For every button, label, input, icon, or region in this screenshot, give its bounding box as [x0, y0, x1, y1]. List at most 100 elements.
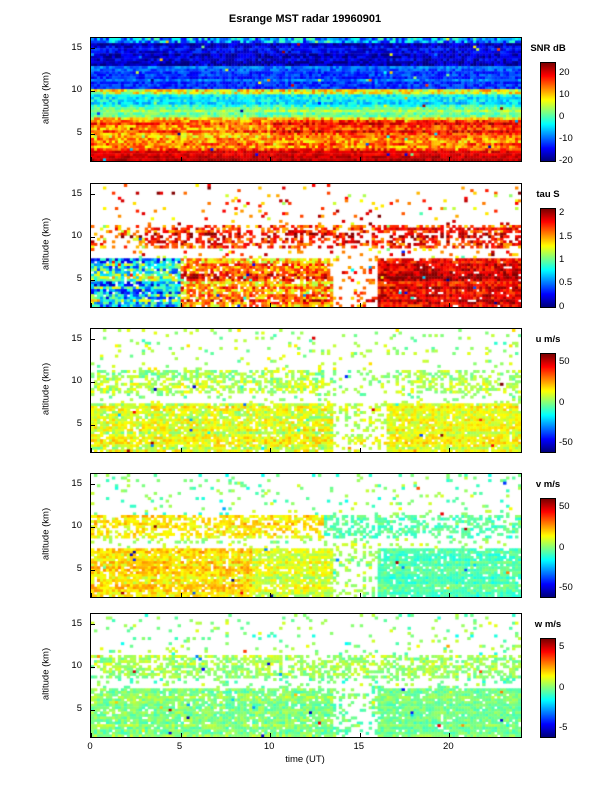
x-tick-mark [270, 157, 272, 161]
y-tick-labels: 5 10 15 [60, 183, 86, 306]
y-axis-label: altitude (km) [40, 647, 52, 701]
x-tick-mark [270, 733, 272, 737]
colorbar-tick-label: 1.5 [559, 230, 573, 242]
x-tick-mark [449, 448, 451, 452]
y-tick-mark [91, 194, 95, 196]
colorbar-tick-label: 0 [559, 396, 565, 408]
heatmap-canvas-u [91, 329, 521, 452]
colorbar-snr [540, 62, 556, 162]
y-tick-mark [91, 133, 95, 135]
colorbar-w [540, 638, 556, 738]
y-tick-mark [91, 279, 95, 281]
x-tick-mark [359, 448, 361, 452]
colorbar-tick-label: 2 [559, 207, 565, 219]
x-tick-mark [91, 303, 92, 307]
x-tick-label: 0 [87, 741, 93, 752]
y-tick-label: 15 [71, 41, 82, 53]
y-tick-mark [91, 339, 95, 341]
y-tick-label: 10 [71, 520, 82, 532]
x-tick-mark [359, 157, 361, 161]
x-tick-mark [91, 448, 92, 452]
colorbar-tick-labels: 50 0 -50 [559, 498, 599, 596]
y-tick-label: 5 [76, 418, 82, 430]
heatmap-canvas-v [91, 474, 521, 597]
y-tick-label: 15 [71, 332, 82, 344]
heatmap-tau [90, 183, 522, 308]
x-tick-mark [270, 448, 272, 452]
y-tick-labels: 5 10 15 [60, 613, 86, 736]
x-tick-mark [91, 157, 92, 161]
y-tick-mark [91, 48, 95, 50]
y-tick-labels: 5 10 15 [60, 328, 86, 451]
panel-v: altitude (km) 5 10 15 v m/s 50 0 -50 [0, 473, 612, 631]
panel-w: altitude (km) 5 10 15 w m/s 5 0 -5 0 5 10 15 20 … [0, 613, 612, 771]
colorbar-tick-labels: 20 10 0 -10 -20 [559, 62, 599, 165]
y-axis-label: altitude (km) [40, 217, 52, 271]
colorbar-title-tau: tau S [536, 189, 560, 200]
colorbar-tick-label: 20 [559, 67, 570, 79]
y-axis-label: altitude (km) [40, 71, 52, 125]
x-tick-mark [359, 303, 361, 307]
colorbar-tick-label: -50 [559, 582, 573, 594]
x-tick-mark [359, 593, 361, 597]
y-axis-label: altitude (km) [40, 507, 52, 561]
x-tick-labels: 0 5 10 15 20 [87, 741, 520, 753]
x-tick-mark [359, 733, 361, 737]
panel-tau: altitude (km) 5 10 15 tau S 2 1.5 1 0.5 0 [0, 183, 612, 341]
colorbar-tick-label: -5 [559, 722, 568, 734]
colorbar-tick-label: 0 [559, 541, 565, 553]
colorbar-tick-label: 5 [559, 640, 565, 652]
y-tick-mark [91, 624, 95, 626]
x-tick-mark [180, 733, 182, 737]
x-tick-mark [270, 303, 272, 307]
y-tick-label: 15 [71, 617, 82, 629]
x-tick-mark [180, 448, 182, 452]
heatmap-u [90, 328, 522, 453]
x-tick-label: 5 [176, 741, 183, 752]
colorbar-tick-label: -50 [559, 437, 573, 449]
colorbar-tick-label: 0 [559, 681, 565, 693]
x-tick-label: 10 [263, 741, 275, 752]
y-tick-label: 15 [71, 477, 82, 489]
colorbar-tau [540, 208, 556, 308]
x-tick-label: 15 [353, 741, 365, 752]
heatmap-v [90, 473, 522, 598]
colorbar-tick-label: 0 [559, 110, 565, 122]
y-tick-label: 10 [71, 84, 82, 96]
y-tick-mark [91, 90, 95, 92]
y-tick-label: 10 [71, 375, 82, 387]
y-tick-label: 5 [76, 273, 82, 285]
panel-snr: altitude (km) 5 10 15 SNR dB 20 10 0 -10 -20 [0, 37, 612, 195]
y-tick-label: 5 [76, 127, 82, 139]
y-tick-mark [91, 569, 95, 571]
colorbar-tick-label: 50 [559, 500, 570, 512]
heatmap-canvas-tau [91, 184, 521, 307]
colorbar-tick-label: -20 [559, 154, 573, 166]
heatmap-canvas-snr [91, 38, 521, 161]
x-tick-mark [91, 593, 92, 597]
x-tick-mark [91, 733, 92, 737]
y-tick-mark [91, 484, 95, 486]
y-tick-label: 10 [71, 230, 82, 242]
colorbar-tick-label: -10 [559, 132, 573, 144]
colorbar-tick-labels: 50 0 -50 [559, 353, 599, 451]
y-tick-mark [91, 526, 95, 528]
y-tick-label: 5 [76, 703, 82, 715]
x-tick-mark [180, 593, 182, 597]
colorbar-u [540, 353, 556, 453]
y-tick-mark [91, 666, 95, 668]
y-tick-label: 5 [76, 563, 82, 575]
figure-title: Esrange MST radar 19960901 [228, 13, 382, 25]
y-tick-mark [91, 709, 95, 711]
x-tick-label: 20 [443, 741, 454, 752]
x-tick-mark [449, 733, 451, 737]
x-axis-label: time (UT) [285, 754, 325, 765]
colorbar-tick-label: 10 [559, 89, 570, 101]
y-tick-labels: 5 10 15 [60, 37, 86, 160]
x-tick-mark [449, 303, 451, 307]
colorbar-tick-labels: 2 1.5 1 0.5 0 [559, 207, 599, 311]
colorbar-title-snr: SNR dB [530, 43, 566, 54]
y-tick-mark [91, 236, 95, 238]
y-tick-mark [91, 424, 95, 426]
